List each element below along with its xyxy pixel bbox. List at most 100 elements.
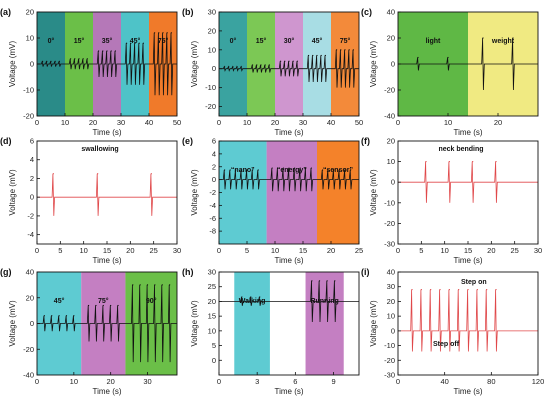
panel-h-ytick-label-1: 5 <box>212 341 216 350</box>
panel-i-annotation-0: Step on <box>461 279 487 286</box>
panel-c-panel-label: (c) <box>361 7 372 17</box>
panel-h: 0 3 6 9 0 5 10 15 20 25 30 Time (s) Voltage (mV) (h) W… <box>182 267 360 396</box>
panel-a-spike-peak-21 <box>158 32 160 34</box>
panel-b-ytick-label-3: 10 <box>208 45 216 54</box>
panel-g-spike-peak-13 <box>154 284 156 286</box>
panel-e-region-label-2: “sensor” <box>323 167 353 174</box>
panel-g-ytick-label-3: 20 <box>26 293 34 302</box>
panel-b-spike-peak-20 <box>336 49 338 51</box>
panel-e-spike-peak-4 <box>246 169 248 171</box>
panel-g-spike-peak-9 <box>117 304 119 307</box>
panel-i-annotation-1: Step off <box>433 341 460 348</box>
panel-h-spike-peak-5 <box>326 280 328 282</box>
panel-b-spike-peak-7 <box>260 64 262 66</box>
panel-e-ytick-label-0: -8 <box>209 227 216 236</box>
panel-a-spike-peak-17 <box>134 42 136 44</box>
panel-i-ytick-label-7: 40 <box>387 268 395 277</box>
panel-d-spike-peak-1 <box>97 173 99 175</box>
panel-e-spike-peak-19 <box>344 169 346 171</box>
panel-f-ylabel: Voltage (mV) <box>369 169 378 216</box>
panel-a-spike-peak-10 <box>98 50 100 52</box>
panel-i-ytick-label-2: -10 <box>384 341 395 350</box>
panel-g-xtick-label-1: 10 <box>70 377 78 386</box>
panel-d-ytick-label-0: -4 <box>27 230 34 239</box>
panel-b-spike-peak-0 <box>224 66 226 68</box>
panel-d-xtick-label-1: 5 <box>58 246 62 255</box>
panel-a-spike-peak-1 <box>46 60 48 63</box>
panel-d-xtick-label-3: 15 <box>103 246 111 255</box>
panel-g-spike-peak-12 <box>146 284 149 286</box>
panel-f-xtick-label-3: 15 <box>464 246 472 255</box>
panel-h-spike-peak-4 <box>318 280 321 282</box>
panel-b-spike-peak-13 <box>292 60 294 62</box>
panel-h-spike-peak-3 <box>311 280 313 282</box>
panel-e-xtick-label-3: 15 <box>299 246 307 255</box>
panel-c-ytick-label-1: -20 <box>384 86 395 95</box>
panel-b-xtick-label-4: 40 <box>327 118 335 127</box>
panel-d-panel-label: (d) <box>0 136 12 146</box>
panel-e-ytick-label-5: 2 <box>212 162 216 171</box>
panel-b-spike-peak-23 <box>348 49 350 51</box>
panel-a-spike-peak-15 <box>126 42 128 44</box>
panel-e-xtick-label-2: 10 <box>271 246 279 255</box>
panel-f-spike-peak-1 <box>448 161 450 163</box>
panel-g-spike-peak-7 <box>102 304 104 307</box>
panel-e-ytick-label-1: -6 <box>209 214 216 223</box>
panel-c-spike-peak-2 <box>482 37 484 39</box>
panel-c-spike-peak-3 <box>512 37 514 39</box>
panel-b-spike-peak-10 <box>280 60 282 62</box>
panel-h-signal-trace <box>219 280 359 323</box>
panel-b-spike-peak-12 <box>288 60 290 62</box>
panel-i-ytick-label-3: 0 <box>391 326 395 335</box>
panel-h-ytick-label-6: 30 <box>208 268 216 277</box>
panel-f-ytick-label-0: -30 <box>384 240 395 249</box>
panel-c-xlabel: Time (s) <box>453 128 482 137</box>
panel-g-ylabel: Voltage (mV) <box>8 300 17 347</box>
panel-g-spike-peak-5 <box>87 304 90 307</box>
panel-a-panel-label: (a) <box>0 7 11 17</box>
panel-e-region-1 <box>266 141 317 244</box>
panel-d-xtick-label-2: 10 <box>79 246 87 255</box>
panel-a-spike-peak-12 <box>106 50 108 52</box>
panel-h-ylabel: Voltage (mV) <box>190 300 199 347</box>
panel-h-region-0 <box>234 272 270 375</box>
panel-h-region-label-0: Walking <box>239 298 266 305</box>
panel-a-spike-peak-18 <box>138 42 140 44</box>
panel-c-ytick-label-4: 40 <box>387 8 395 17</box>
panel-c-region-label-1: weight <box>491 38 515 45</box>
panel-d-xlabel: Time (s) <box>92 256 121 265</box>
panel-b-ytick-label-2: 0 <box>212 64 216 73</box>
panel-e-ytick-label-4: 0 <box>212 175 216 184</box>
panel-h-panel-label: (h) <box>182 267 194 277</box>
panel-i-spike-peak-2 <box>430 289 432 291</box>
panel-i-spike-peak-7 <box>476 289 478 291</box>
panel-b-signal-trace <box>219 49 359 88</box>
panel-b-region-label-3: 45° <box>312 37 323 45</box>
panel-e-ytick-label-6: 4 <box>212 149 216 158</box>
panel-g-spike-peak-1 <box>51 315 53 317</box>
panel-i-spike-peak-6 <box>467 289 469 291</box>
panel-i: 0 40 80 120 -30 -20 -10 0 10 20 30 40 Time (s) Voltag… <box>361 267 544 396</box>
panel-e-xtick-label-1: 5 <box>245 246 249 255</box>
panel-a-spike-peak-22 <box>162 32 164 34</box>
panel-b-spike-peak-18 <box>320 54 322 57</box>
panel-c-xtick-label-0: 0 <box>396 118 400 127</box>
panel-g-spike-peak-15 <box>169 284 171 286</box>
panel-f-spike-peak-3 <box>495 161 497 163</box>
panel-h-ytick-label-2: 10 <box>208 326 216 335</box>
panel-b-spike-peak-11 <box>284 60 286 62</box>
panel-g-ytick-label-1: -20 <box>23 345 34 354</box>
panel-e-spike-peak-13 <box>305 167 307 169</box>
panel-c-xtick-label-1: 10 <box>444 118 452 127</box>
panel-f-panel-label: (f) <box>361 136 370 146</box>
panel-e-xtick-label-5: 25 <box>355 246 363 255</box>
panel-a-spike-peak-9 <box>86 58 88 60</box>
panel-b-spike-peak-4 <box>240 66 242 68</box>
panel-a-spike-peak-7 <box>78 58 80 60</box>
panel-d-annotation: swallowing <box>81 146 118 153</box>
panel-c-ylabel: Voltage (mV) <box>369 41 378 88</box>
panel-e-ylabel: Voltage (mV) <box>190 169 199 216</box>
